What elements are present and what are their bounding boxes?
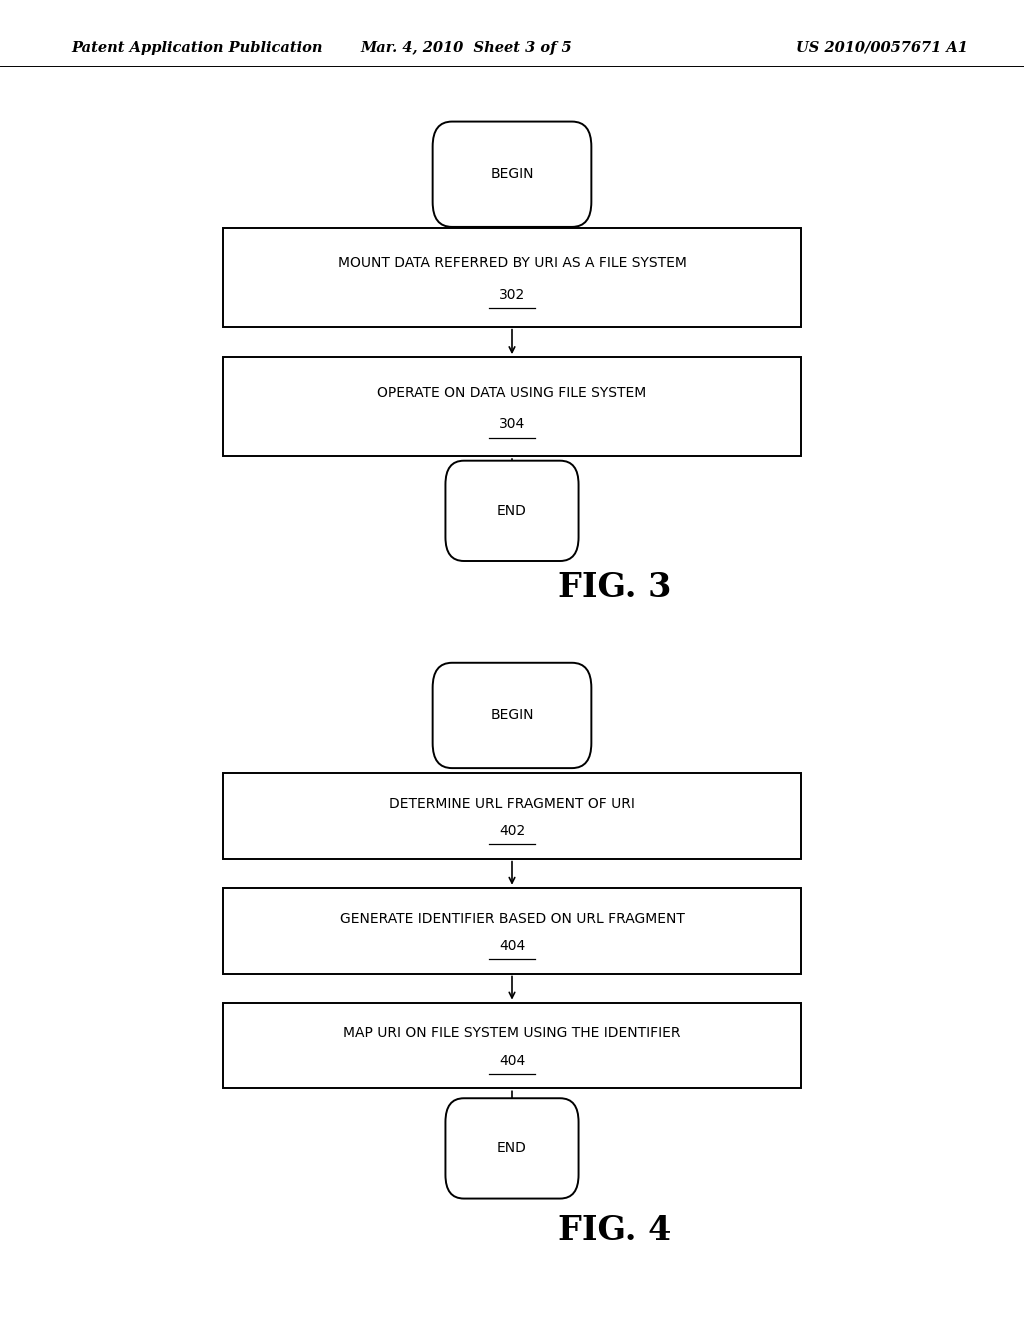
Text: Patent Application Publication: Patent Application Publication — [72, 41, 324, 54]
Text: US 2010/0057671 A1: US 2010/0057671 A1 — [796, 41, 968, 54]
Text: Mar. 4, 2010  Sheet 3 of 5: Mar. 4, 2010 Sheet 3 of 5 — [360, 41, 571, 54]
Text: OPERATE ON DATA USING FILE SYSTEM: OPERATE ON DATA USING FILE SYSTEM — [378, 385, 646, 400]
Bar — [223, 1003, 801, 1088]
Text: 404: 404 — [499, 1053, 525, 1068]
Text: 302: 302 — [499, 288, 525, 302]
Text: FIG. 4: FIG. 4 — [558, 1214, 671, 1246]
Text: 402: 402 — [499, 824, 525, 838]
Text: MOUNT DATA REFERRED BY URI AS A FILE SYSTEM: MOUNT DATA REFERRED BY URI AS A FILE SYS… — [338, 256, 686, 271]
Text: 404: 404 — [499, 939, 525, 953]
Text: GENERATE IDENTIFIER BASED ON URL FRAGMENT: GENERATE IDENTIFIER BASED ON URL FRAGMEN… — [340, 912, 684, 925]
FancyBboxPatch shape — [445, 1098, 579, 1199]
Bar — [223, 774, 801, 858]
Text: FIG. 3: FIG. 3 — [558, 570, 671, 605]
FancyBboxPatch shape — [432, 121, 592, 227]
FancyBboxPatch shape — [445, 461, 579, 561]
Bar — [223, 888, 801, 974]
Bar — [223, 227, 801, 326]
Text: 304: 304 — [499, 417, 525, 432]
FancyBboxPatch shape — [432, 663, 592, 768]
Text: BEGIN: BEGIN — [490, 168, 534, 181]
Text: END: END — [497, 504, 527, 517]
Text: BEGIN: BEGIN — [490, 709, 534, 722]
Text: END: END — [497, 1142, 527, 1155]
Text: MAP URI ON FILE SYSTEM USING THE IDENTIFIER: MAP URI ON FILE SYSTEM USING THE IDENTIF… — [343, 1027, 681, 1040]
Text: DETERMINE URL FRAGMENT OF URI: DETERMINE URL FRAGMENT OF URI — [389, 797, 635, 810]
Bar — [223, 358, 801, 457]
